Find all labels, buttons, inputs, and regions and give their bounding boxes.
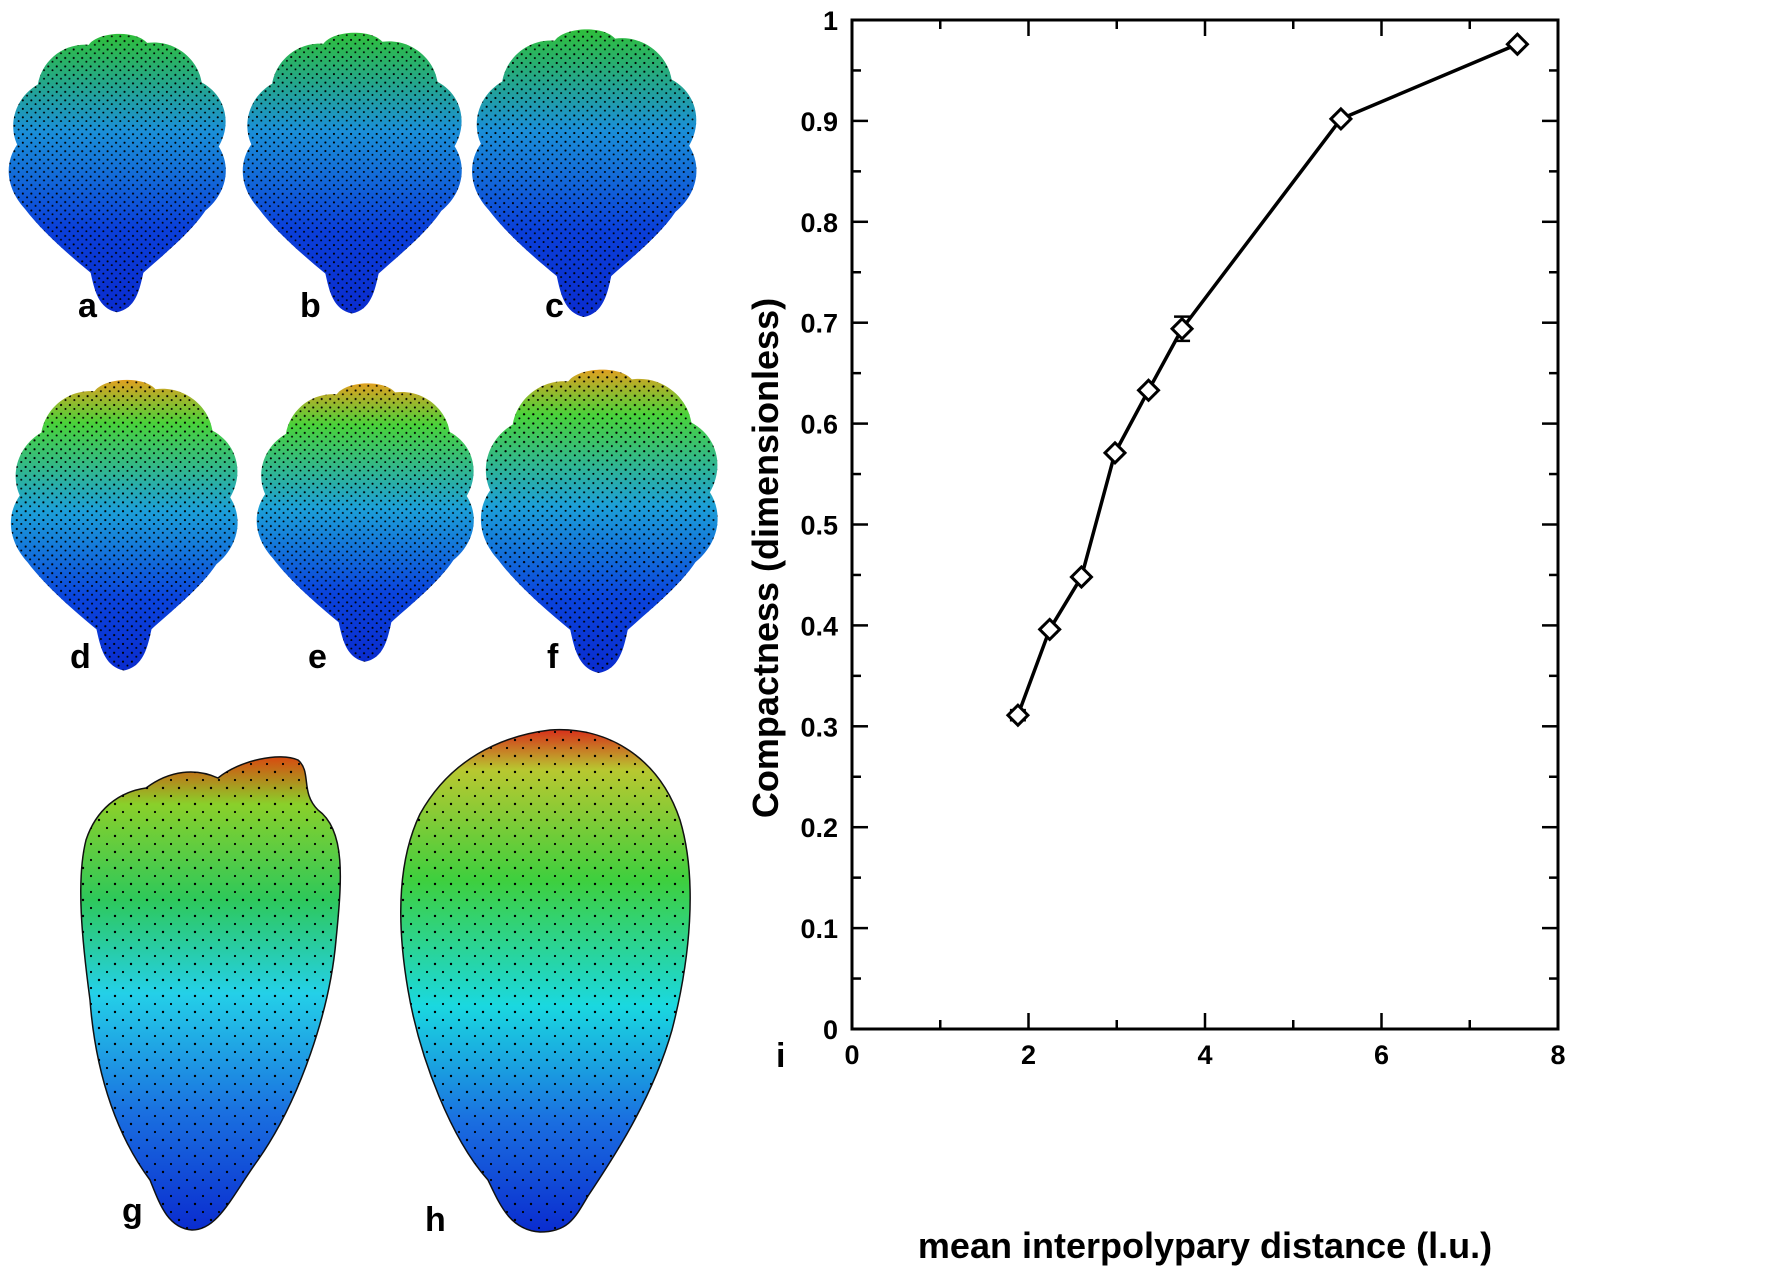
panel-label-b: b bbox=[300, 287, 321, 325]
y-axis-title: Compactness (dimensionless) bbox=[745, 298, 786, 818]
y-tick-label: 0 bbox=[823, 1015, 838, 1045]
data-point-diamond bbox=[1037, 617, 1062, 642]
tick-labels: 0 2 4 6 8 0 0.1 0.2 0.3 0.4 0.5 0.6 0.7 0.8 0.9 1 bbox=[800, 6, 1565, 1070]
blob-panel-h: h bbox=[400, 728, 691, 1239]
y-tick-label: 0.3 bbox=[800, 712, 838, 742]
series-group bbox=[1005, 32, 1530, 728]
coral-panel-c: c bbox=[472, 29, 697, 325]
y-tick-label: 0.6 bbox=[800, 410, 838, 440]
x-tick-label: 2 bbox=[1021, 1040, 1036, 1070]
panel-label-e: e bbox=[308, 638, 327, 676]
panel-label-g: g bbox=[122, 1192, 143, 1230]
data-point-diamond bbox=[1169, 316, 1195, 341]
coral-panel-a: a bbox=[8, 33, 226, 325]
coral-panels: a b c d e f bbox=[8, 29, 718, 676]
panel-label-d: d bbox=[70, 638, 91, 676]
panel-label-f: f bbox=[547, 638, 559, 676]
y-tick-label: 0.2 bbox=[800, 813, 838, 843]
data-point-diamond bbox=[1005, 703, 1031, 728]
y-tick-label: 0.8 bbox=[800, 208, 838, 238]
data-point-diamond bbox=[1328, 106, 1354, 132]
series-line bbox=[1016, 42, 1519, 716]
data-point-diamond bbox=[1505, 32, 1530, 57]
panel-label-c: c bbox=[545, 287, 564, 325]
y-tick-label: 0.4 bbox=[800, 611, 838, 641]
coral-panel-d: d bbox=[10, 379, 238, 676]
data-point-diamond bbox=[1102, 440, 1128, 465]
y-tick-label: 0.7 bbox=[800, 309, 838, 339]
y-tick-label: 0.5 bbox=[800, 511, 838, 541]
x-tick-label: 8 bbox=[1550, 1040, 1565, 1070]
coral-panel-b: b bbox=[242, 32, 462, 325]
compactness-chart: 0 2 4 6 8 0 0.1 0.2 0.3 0.4 0.5 0.6 0.7 0.8 0.9 1 i mea… bbox=[745, 6, 1566, 1266]
coral-panel-f: f bbox=[480, 369, 718, 676]
panel-label-a: a bbox=[78, 287, 98, 325]
data-point-diamond bbox=[1069, 564, 1094, 590]
panel-label-h: h bbox=[425, 1201, 446, 1239]
data-point-diamond bbox=[1136, 378, 1161, 403]
x-axis-title: mean interpolypary distance (l.u.) bbox=[918, 1225, 1492, 1266]
panel-label-i: i bbox=[776, 1037, 785, 1075]
blob-panel-g: g bbox=[80, 756, 342, 1231]
y-tick-label: 0.1 bbox=[800, 914, 838, 944]
y-tick-label: 0.9 bbox=[800, 107, 838, 137]
x-tick-label: 0 bbox=[844, 1040, 859, 1070]
x-tick-label: 6 bbox=[1374, 1040, 1389, 1070]
tick-marks bbox=[850, 18, 1560, 1031]
y-tick-label: 1 bbox=[823, 6, 838, 36]
coral-panel-e: e bbox=[256, 383, 474, 676]
x-tick-label: 4 bbox=[1197, 1040, 1212, 1070]
plot-frame bbox=[850, 18, 1560, 1031]
